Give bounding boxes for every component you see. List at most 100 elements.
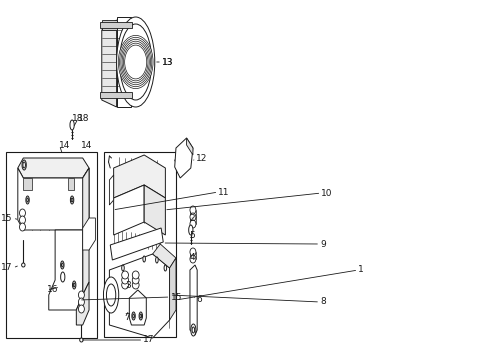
Polygon shape <box>76 282 89 325</box>
Text: 18: 18 <box>78 113 90 122</box>
Circle shape <box>61 263 63 267</box>
Polygon shape <box>109 175 113 205</box>
Circle shape <box>140 314 142 318</box>
Ellipse shape <box>189 255 196 263</box>
Ellipse shape <box>80 338 83 342</box>
Text: 18: 18 <box>72 113 83 122</box>
Polygon shape <box>129 290 146 325</box>
Ellipse shape <box>78 291 84 299</box>
Text: 4: 4 <box>189 253 195 262</box>
Polygon shape <box>113 185 144 235</box>
Ellipse shape <box>122 41 149 83</box>
Polygon shape <box>116 17 131 107</box>
Polygon shape <box>82 168 89 295</box>
Text: 16: 16 <box>46 285 58 294</box>
Ellipse shape <box>78 298 84 306</box>
Ellipse shape <box>189 220 196 228</box>
Ellipse shape <box>189 213 196 221</box>
Polygon shape <box>169 258 176 320</box>
Ellipse shape <box>20 216 25 224</box>
Ellipse shape <box>20 223 25 231</box>
Text: 5: 5 <box>189 230 195 239</box>
Text: 10: 10 <box>321 189 332 198</box>
Polygon shape <box>110 228 163 260</box>
Ellipse shape <box>118 35 153 89</box>
Circle shape <box>192 327 194 333</box>
Circle shape <box>61 261 64 269</box>
Ellipse shape <box>123 43 148 81</box>
Circle shape <box>61 272 65 282</box>
Text: 6: 6 <box>196 296 201 305</box>
Ellipse shape <box>122 276 128 284</box>
Ellipse shape <box>132 276 139 284</box>
Text: 14: 14 <box>81 140 92 149</box>
Circle shape <box>132 312 135 320</box>
Polygon shape <box>174 138 193 178</box>
Ellipse shape <box>132 281 139 289</box>
Text: 1: 1 <box>358 266 363 274</box>
Ellipse shape <box>117 33 154 91</box>
Circle shape <box>106 284 116 306</box>
Text: 7: 7 <box>124 314 130 323</box>
Ellipse shape <box>120 37 151 87</box>
Ellipse shape <box>124 45 146 79</box>
Polygon shape <box>18 158 89 178</box>
Circle shape <box>70 120 74 130</box>
Polygon shape <box>109 254 169 338</box>
Polygon shape <box>113 155 165 198</box>
Ellipse shape <box>122 281 128 289</box>
Circle shape <box>142 256 145 262</box>
Polygon shape <box>101 92 132 98</box>
Bar <box>5 152 97 338</box>
Circle shape <box>73 283 75 287</box>
Polygon shape <box>68 178 74 190</box>
Ellipse shape <box>78 305 84 313</box>
Polygon shape <box>49 230 82 310</box>
Polygon shape <box>189 265 197 335</box>
Ellipse shape <box>121 39 150 85</box>
Ellipse shape <box>122 271 128 279</box>
Text: 14: 14 <box>59 140 71 149</box>
Polygon shape <box>82 218 95 250</box>
Circle shape <box>27 198 28 202</box>
Ellipse shape <box>20 209 25 217</box>
Circle shape <box>23 162 25 168</box>
Text: 15: 15 <box>170 292 182 302</box>
Text: 13: 13 <box>162 58 173 67</box>
Ellipse shape <box>189 206 196 214</box>
Polygon shape <box>186 138 193 155</box>
Circle shape <box>71 198 73 202</box>
Circle shape <box>190 324 196 336</box>
Text: 9: 9 <box>320 239 325 248</box>
Text: 11: 11 <box>218 188 229 197</box>
Polygon shape <box>101 22 132 28</box>
Circle shape <box>155 257 158 263</box>
Circle shape <box>188 225 193 235</box>
Polygon shape <box>23 178 32 190</box>
Polygon shape <box>102 20 116 107</box>
Circle shape <box>120 24 151 100</box>
Circle shape <box>26 196 29 204</box>
Ellipse shape <box>189 248 196 256</box>
Text: 12: 12 <box>196 153 207 162</box>
Polygon shape <box>102 20 116 30</box>
Circle shape <box>122 265 124 271</box>
Circle shape <box>132 314 134 318</box>
Circle shape <box>72 281 76 289</box>
Text: 15: 15 <box>1 213 13 222</box>
Bar <box>103 152 176 337</box>
Polygon shape <box>152 244 176 268</box>
Circle shape <box>139 312 142 320</box>
Text: 17: 17 <box>1 264 13 273</box>
Circle shape <box>103 277 119 313</box>
Polygon shape <box>144 185 165 235</box>
Circle shape <box>164 265 166 271</box>
Ellipse shape <box>132 271 139 279</box>
Text: 17: 17 <box>143 336 155 345</box>
Polygon shape <box>18 168 89 230</box>
Ellipse shape <box>21 263 25 267</box>
Text: 13: 13 <box>162 58 173 67</box>
Circle shape <box>70 196 74 204</box>
Circle shape <box>116 17 155 107</box>
Text: 2: 2 <box>189 213 195 222</box>
